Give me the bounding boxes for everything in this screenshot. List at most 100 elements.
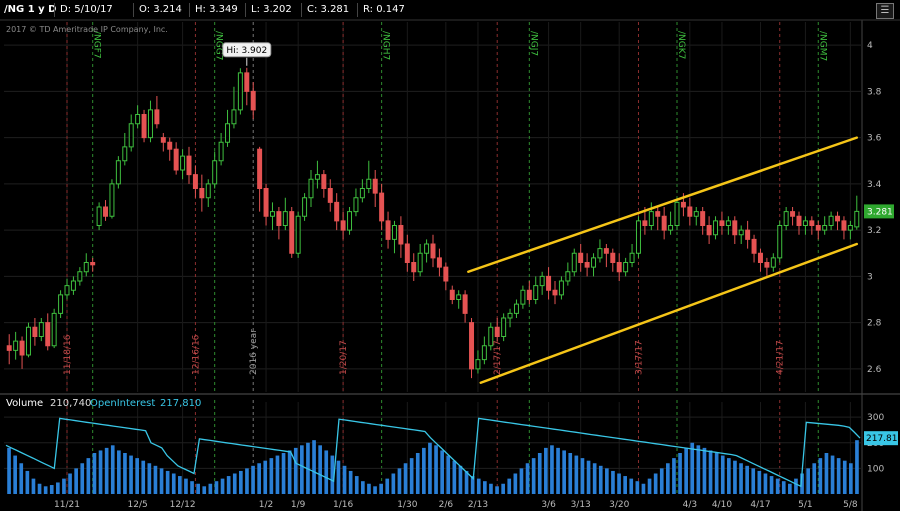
header-divider bbox=[357, 3, 358, 17]
candle-body bbox=[385, 220, 391, 240]
candle-body bbox=[790, 211, 796, 217]
volume-bar bbox=[153, 465, 158, 494]
volume-bar bbox=[794, 478, 798, 494]
volume-bar bbox=[788, 483, 792, 494]
event-marker-label: 2/17/17 bbox=[493, 340, 503, 375]
volume-bar bbox=[562, 450, 566, 494]
candle-body bbox=[642, 220, 648, 226]
candle-body bbox=[122, 146, 128, 162]
x-tick-label: 1/2 bbox=[259, 500, 273, 510]
volume-bar bbox=[556, 447, 560, 494]
candle-body bbox=[199, 188, 205, 199]
candle-body bbox=[488, 326, 494, 347]
volume-bar bbox=[446, 455, 451, 494]
price-tick-label: 2.6 bbox=[867, 365, 882, 375]
volume-bar bbox=[141, 460, 146, 494]
candle-body bbox=[167, 141, 173, 150]
volume-bar bbox=[373, 486, 377, 494]
volume-bar bbox=[379, 483, 383, 494]
header-divider bbox=[245, 3, 246, 17]
candle-body bbox=[815, 225, 821, 231]
volume-bar bbox=[745, 465, 749, 494]
volume-bar bbox=[849, 463, 853, 494]
volume-bar bbox=[489, 483, 493, 494]
candle-body bbox=[32, 326, 38, 337]
volume-bar bbox=[531, 458, 536, 494]
volume-bar bbox=[434, 445, 438, 494]
candle-body bbox=[302, 197, 308, 217]
candle-body bbox=[591, 257, 597, 268]
candle-body bbox=[115, 160, 121, 185]
candle-body bbox=[366, 178, 372, 189]
candle-body bbox=[347, 211, 353, 231]
x-tick-label: 2/13 bbox=[468, 500, 488, 510]
volume-bar bbox=[415, 453, 420, 494]
candle-body bbox=[70, 280, 76, 291]
volume-bar bbox=[287, 450, 292, 494]
candle-body bbox=[713, 220, 719, 236]
candle-body bbox=[128, 123, 134, 148]
candle-body bbox=[327, 188, 333, 203]
candle-body bbox=[462, 294, 468, 314]
x-tick-label: 4/3 bbox=[683, 500, 697, 510]
candle-body bbox=[546, 275, 552, 291]
candle-body bbox=[295, 215, 301, 254]
volume-bar bbox=[220, 478, 225, 494]
price-tick-label: 2.8 bbox=[867, 319, 882, 329]
candle-body bbox=[109, 183, 115, 217]
volume-bar bbox=[714, 453, 719, 494]
candle-body bbox=[802, 220, 808, 226]
volume-bar bbox=[104, 447, 109, 494]
volume-bar bbox=[739, 463, 743, 494]
volume-bar bbox=[763, 473, 768, 494]
volume-bar bbox=[178, 476, 182, 494]
header-divider bbox=[301, 3, 302, 17]
volume-bar bbox=[403, 463, 408, 494]
candle-body bbox=[398, 225, 404, 245]
candle-body bbox=[597, 248, 603, 259]
candle-body bbox=[135, 114, 141, 125]
volume-bar bbox=[409, 458, 414, 494]
candle-body bbox=[353, 197, 359, 213]
candle-body bbox=[571, 252, 577, 273]
symbol-label[interactable]: /NG 1 y D bbox=[4, 4, 57, 15]
candle-body bbox=[847, 225, 853, 231]
volume-label[interactable]: Volume bbox=[6, 398, 44, 409]
volume-bar bbox=[92, 453, 97, 494]
volume-bar bbox=[263, 460, 268, 494]
candle-body bbox=[796, 215, 802, 226]
candle-body bbox=[218, 141, 224, 162]
volume-bar bbox=[135, 458, 139, 494]
event-marker-label: 12/16/16 bbox=[191, 334, 201, 375]
candle-body bbox=[809, 220, 815, 226]
candle-body bbox=[680, 201, 686, 208]
high-annotation-box bbox=[222, 42, 272, 58]
candle-body bbox=[822, 225, 828, 231]
volume-bar bbox=[281, 453, 286, 494]
candle-body bbox=[147, 109, 153, 139]
volume-bar bbox=[611, 470, 615, 494]
open-interest-label[interactable]: OpenInterest bbox=[90, 398, 156, 409]
volume-bar bbox=[190, 481, 194, 494]
candle-body bbox=[648, 211, 654, 226]
volume-bar bbox=[458, 465, 463, 494]
volume-bar bbox=[147, 463, 152, 494]
volume-bar bbox=[361, 481, 365, 494]
volume-tick-label: 300 bbox=[867, 413, 884, 423]
volume-bar bbox=[245, 468, 249, 494]
volume-bar bbox=[257, 463, 261, 494]
candle-body bbox=[244, 72, 250, 92]
candle-body bbox=[661, 215, 667, 231]
volume-bar bbox=[806, 468, 810, 494]
candle-body bbox=[180, 155, 186, 171]
x-tick-label: 1/16 bbox=[333, 500, 353, 510]
volume-bar bbox=[165, 470, 170, 494]
volume-bar bbox=[641, 483, 646, 494]
candle-body bbox=[719, 220, 725, 226]
candle-body bbox=[289, 211, 295, 254]
volume-bar bbox=[598, 465, 603, 494]
volume-bar bbox=[110, 445, 115, 494]
candle-body bbox=[533, 285, 539, 300]
candle-body bbox=[783, 211, 789, 226]
chart-settings-icon[interactable]: ☰ bbox=[876, 3, 894, 19]
